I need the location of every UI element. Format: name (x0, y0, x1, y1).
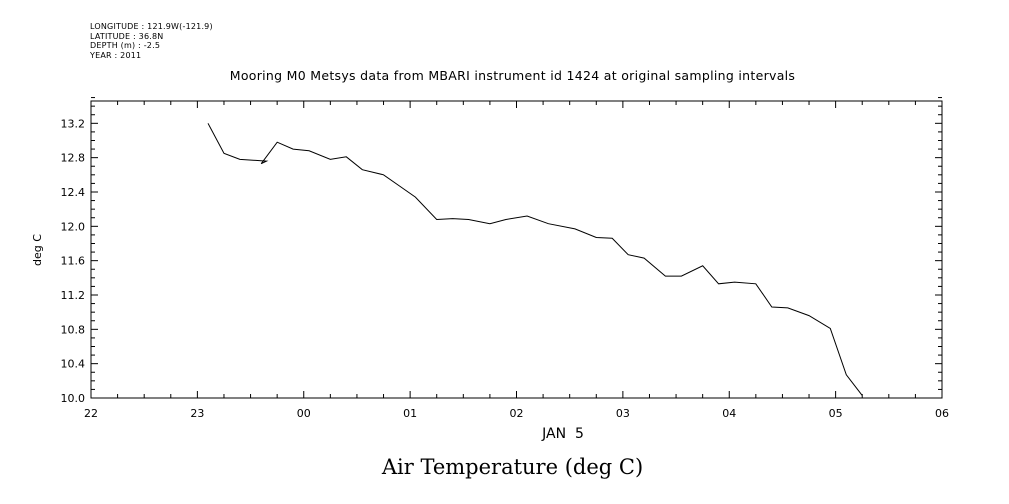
year-text: YEAR : 2011 (90, 50, 142, 60)
x-tick-label: 01 (403, 407, 417, 420)
y-tick-label: 11.2 (61, 289, 86, 302)
y-tick-label: 11.6 (61, 255, 86, 268)
plot-frame (90, 100, 943, 399)
y-tick-label: 12.8 (61, 152, 86, 165)
y-tick-label: 10.8 (61, 323, 86, 336)
y-tick-label: 13.2 (61, 117, 86, 130)
chart-bottom-title: Air Temperature (deg C) (381, 455, 644, 479)
y-tick-label: 10.4 (61, 358, 86, 371)
x-tick-label: 05 (829, 407, 843, 420)
latitude-text: LATITUDE : 36.8N (90, 31, 164, 41)
series-line (207, 123, 863, 396)
x-tick-label: 00 (297, 407, 311, 420)
x-tick-label: 22 (84, 407, 98, 420)
x-tick-label: 06 (935, 407, 949, 420)
x-tick-label: 03 (616, 407, 630, 420)
y-tick-label: 12.4 (61, 186, 86, 199)
y-axis-label: deg C (31, 234, 44, 266)
x-axis-label: JAN 5 (541, 426, 584, 442)
x-tick-label: 02 (510, 407, 524, 420)
y-tick-label: 12.0 (61, 220, 86, 233)
x-tick-label: 23 (190, 407, 204, 420)
x-tick-label: 04 (722, 407, 736, 420)
chart-title: Mooring M0 Metsys data from MBARI instru… (229, 68, 796, 83)
metadata-block: LONGITUDE : 121.9W(-121.9) LATITUDE : 36… (90, 22, 213, 60)
longitude-text: LONGITUDE : 121.9W(-121.9) (90, 22, 213, 31)
y-tick-label: 10.0 (61, 392, 86, 405)
depth-text: DEPTH (m) : -2.5 (90, 41, 161, 50)
